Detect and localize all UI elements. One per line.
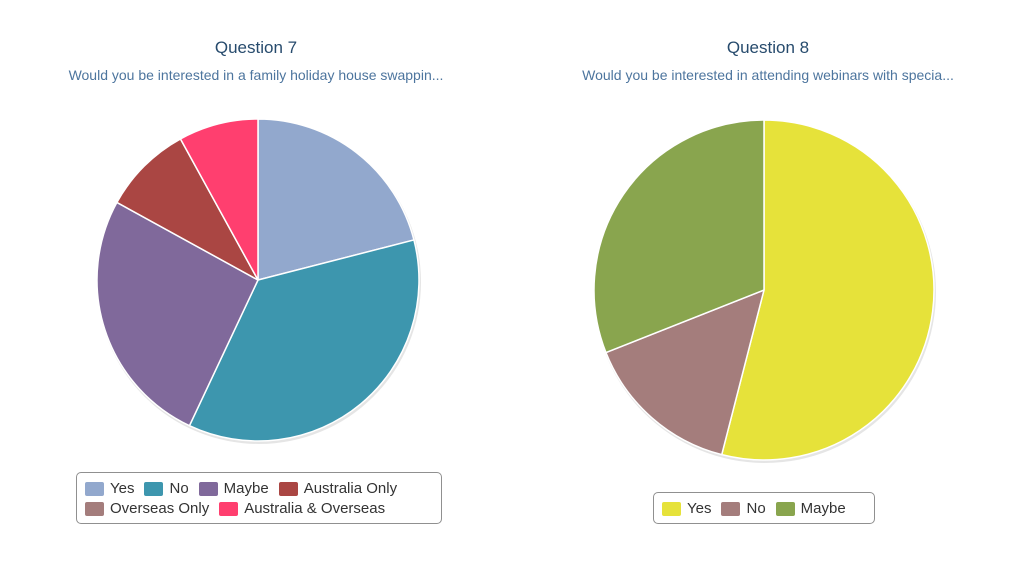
legend-item-maybe[interactable]: Maybe bbox=[775, 499, 846, 518]
legend-item-australia-and-overseas[interactable]: Australia & Overseas bbox=[219, 499, 385, 518]
pie-slice-australia-only[interactable] bbox=[116, 138, 259, 281]
pie-slice-australia-and-overseas[interactable] bbox=[179, 118, 259, 281]
legend-label: Overseas Only bbox=[110, 500, 210, 517]
legend-label: No bbox=[746, 500, 766, 517]
pie-chart bbox=[593, 119, 936, 463]
legend-label: Yes bbox=[687, 500, 712, 517]
legend-swatch bbox=[85, 481, 104, 496]
legend-swatch bbox=[144, 481, 164, 496]
pie-slice-no[interactable] bbox=[188, 239, 420, 442]
legend-swatch bbox=[219, 501, 239, 516]
legend-label: Australia Only bbox=[303, 480, 398, 497]
legend-label: Australia & Overseas bbox=[244, 500, 386, 517]
legend-item-no[interactable]: No bbox=[144, 479, 189, 498]
pie-chart bbox=[96, 118, 421, 444]
chart-subtitle: Would you be interested in attending web… bbox=[582, 67, 954, 83]
pie-slice-no[interactable] bbox=[605, 289, 765, 456]
legend-label: Maybe bbox=[800, 500, 846, 517]
chart-title: Question 8 bbox=[726, 38, 810, 57]
legend-item-overseas-only[interactable]: Overseas Only bbox=[85, 499, 209, 518]
legend-swatch bbox=[662, 501, 681, 516]
pie-slice-yes[interactable] bbox=[720, 119, 935, 461]
chart-title: Question 7 bbox=[214, 38, 298, 57]
legend-item-no[interactable]: No bbox=[721, 499, 766, 518]
chart-panel-question-7: Question 7 Would you be interested in a … bbox=[68, 38, 444, 524]
pie-slice-maybe[interactable] bbox=[593, 119, 765, 354]
chart-panel-question-8: Question 8 Would you be interested in at… bbox=[512, 0, 1024, 564]
legend-swatch bbox=[85, 501, 104, 516]
legend-swatch bbox=[278, 481, 298, 496]
legend-item-yes[interactable]: Yes bbox=[85, 479, 134, 498]
legend-item-maybe[interactable]: Maybe bbox=[198, 479, 269, 498]
pie-slice-yes[interactable] bbox=[257, 118, 415, 281]
legend-item-yes[interactable]: Yes bbox=[662, 499, 711, 518]
legend: Yes No Maybe Australia Only Overseas Only Aus… bbox=[76, 472, 442, 524]
legend: Yes No Maybe bbox=[653, 492, 875, 524]
legend-item-australia-only[interactable]: Australia Only bbox=[278, 479, 398, 498]
legend-label: No bbox=[169, 480, 189, 497]
legend-label: Yes bbox=[110, 480, 135, 497]
legend-swatch bbox=[198, 481, 218, 496]
legend-swatch bbox=[775, 501, 795, 516]
legend-swatch bbox=[721, 501, 741, 516]
chart-subtitle: Would you be interested in a family holi… bbox=[68, 67, 444, 83]
legend-label: Maybe bbox=[223, 480, 269, 497]
